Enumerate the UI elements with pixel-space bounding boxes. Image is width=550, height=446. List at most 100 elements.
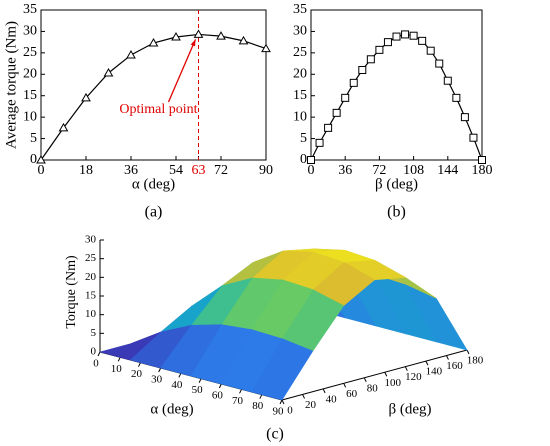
alpha-tick-label: 40 [171, 379, 183, 391]
beta-tick-label: 160 [446, 360, 463, 372]
alpha-tick-label: 30 [151, 374, 163, 386]
marker [103, 67, 114, 77]
beta-tick-label: 20 [305, 399, 317, 411]
y-tick-label: 30 [293, 24, 307, 39]
beta-axis-label: β (deg) [388, 401, 431, 417]
marker [418, 36, 427, 45]
x-tick-label: 54 [169, 163, 183, 178]
beta-tick [466, 349, 470, 355]
beta-tick [281, 399, 285, 405]
alpha-tick [279, 399, 283, 405]
x-tick-label: 90 [259, 163, 273, 178]
y-tick-label: 5 [300, 131, 307, 146]
marker [478, 156, 486, 164]
beta-tick-label: 100 [385, 377, 402, 389]
y-tick-label: 0 [30, 152, 37, 167]
marker [383, 38, 392, 47]
surface-patch [251, 338, 314, 401]
z-tick-label: 0 [91, 346, 97, 358]
y-tick-label: 35 [23, 2, 37, 17]
alpha-tick-label: 0 [93, 358, 99, 370]
marker [315, 138, 324, 147]
alpha-tick-label: 90 [273, 406, 285, 418]
z-axis-label: Torque (Nm) [64, 255, 79, 329]
x-axis-label: α (deg) [132, 176, 175, 192]
z-tick-label: 30 [85, 234, 97, 246]
marker [341, 93, 350, 102]
x-tick-label: 108 [403, 163, 424, 178]
marker [426, 46, 435, 55]
z-tick-label: 20 [85, 271, 97, 283]
y-tick-label: 25 [23, 45, 37, 60]
alpha-tick [117, 357, 121, 362]
z-tick-label: 15 [85, 290, 97, 302]
y-tick-label: 20 [293, 67, 307, 82]
x-tick-label: 63 [192, 163, 206, 178]
x-tick-label: 0 [38, 163, 45, 178]
beta-tick-label: 140 [426, 366, 443, 378]
x-tick-label: 36 [124, 163, 138, 178]
alpha-tick-label: 10 [111, 363, 123, 375]
panel-label: (a) [145, 204, 163, 221]
alpha-tick-label: 50 [192, 384, 204, 396]
x-tick-label: 0 [308, 163, 315, 178]
annotation-arrow [167, 39, 197, 103]
z-tick-label: 10 [85, 308, 97, 320]
marker [349, 78, 358, 87]
marker [392, 32, 401, 41]
y-tick-label: 10 [23, 109, 37, 124]
y-tick-label: 35 [293, 2, 307, 17]
x-tick-label: 180 [472, 163, 493, 178]
alpha-tick [158, 367, 162, 373]
marker [238, 35, 249, 45]
beta-tick [343, 383, 347, 388]
beta-tick [302, 394, 306, 399]
alpha-tick-label: 20 [131, 368, 143, 380]
y-tick-label: 5 [30, 131, 37, 146]
y-tick-label: 25 [293, 45, 307, 60]
x-tick-label: 36 [338, 163, 352, 178]
data-line [40, 33, 267, 161]
beta-tick-label: 120 [405, 371, 422, 383]
x-tick-label: 144 [437, 163, 458, 178]
x-tick-label: 18 [79, 163, 93, 178]
marker [36, 154, 46, 164]
alpha-tick [259, 394, 263, 399]
beta-tick [425, 360, 429, 366]
marker [375, 45, 384, 54]
beta-tick-label: 0 [287, 405, 293, 417]
y-tick-label: 20 [23, 67, 37, 82]
beta-tick [445, 355, 449, 360]
marker [443, 76, 452, 85]
alpha-tick-label: 80 [252, 400, 264, 412]
marker [324, 123, 333, 132]
x-tick-label: 72 [372, 163, 386, 178]
marker [435, 59, 444, 68]
marker [307, 156, 315, 164]
panel-label: (b) [387, 204, 406, 221]
alpha-tick [198, 378, 202, 383]
beta-tick-label: 80 [367, 382, 379, 394]
marker [452, 93, 461, 102]
marker [171, 31, 181, 41]
beta-tick-label: 40 [326, 393, 338, 405]
annotation-text: Optimal point [119, 102, 197, 117]
marker [216, 31, 226, 40]
marker [148, 37, 159, 47]
beta-tick [363, 377, 367, 383]
alpha-axis-label: α (deg) [150, 401, 193, 417]
beta-tick-label: 180 [467, 355, 484, 367]
marker [469, 133, 478, 142]
alpha-tick [218, 383, 222, 389]
beta-axis [281, 349, 468, 401]
marker [460, 113, 469, 122]
marker [401, 30, 410, 39]
marker [358, 66, 367, 74]
y-tick-label: 10 [293, 109, 307, 124]
z-tick-label: 5 [91, 327, 97, 339]
plot-frame [310, 9, 483, 161]
marker [126, 49, 136, 59]
marker [332, 108, 341, 117]
panel-label: (c) [266, 426, 284, 443]
